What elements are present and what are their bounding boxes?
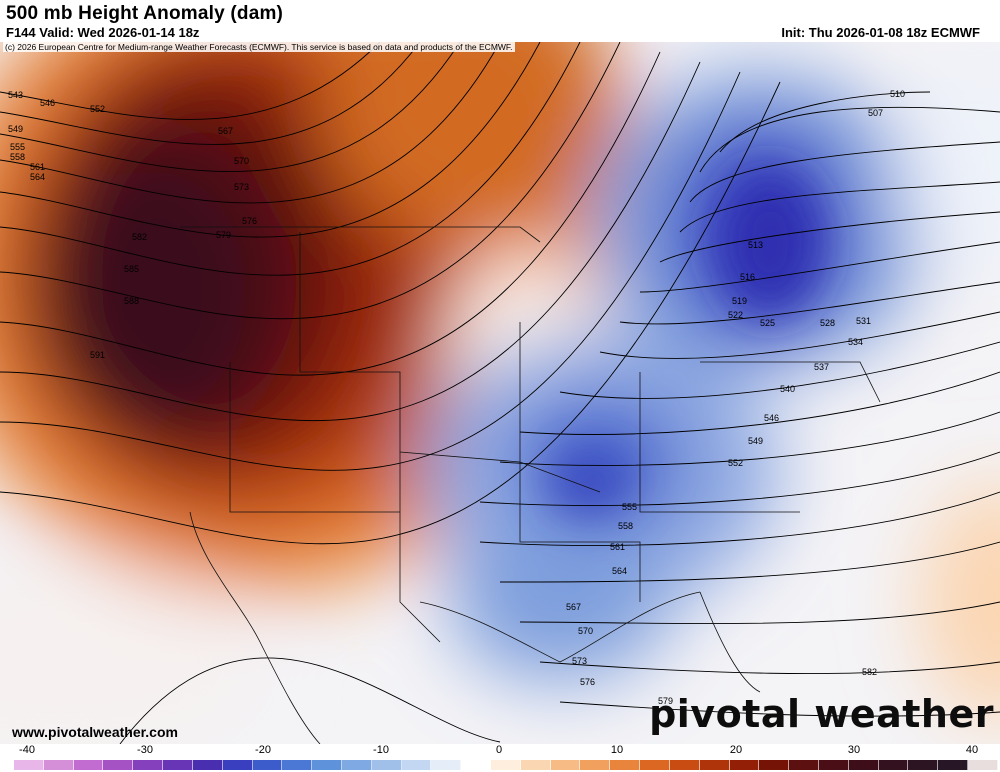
contour-label: 585 <box>124 264 139 274</box>
contour-label: 564 <box>612 566 627 576</box>
colorbar-swatch <box>759 760 790 770</box>
colorbar-swatch <box>14 760 44 770</box>
colorbar-swatch <box>968 760 998 770</box>
contour-label: 591 <box>90 350 105 360</box>
colorbar-swatch <box>848 760 879 770</box>
colorbar-strip <box>14 760 998 770</box>
colorbar-swatch <box>491 760 521 770</box>
colorbar-swatch <box>878 760 909 770</box>
colorbar-swatch <box>610 760 641 770</box>
colorbar-swatch <box>461 760 491 770</box>
map-header: 500 mb Height Anomaly (dam) F144 Valid: … <box>0 0 1000 42</box>
colorbar-tick: 10 <box>610 744 624 756</box>
colorbar-swatch <box>73 760 104 770</box>
contour-label: 549 <box>748 436 763 446</box>
contour-label: 531 <box>856 316 871 326</box>
contour-label: 564 <box>30 172 45 182</box>
colorbar-swatch <box>401 760 432 770</box>
contour-label: 555 <box>622 502 637 512</box>
colorbar-swatch <box>192 760 223 770</box>
contour-label: 519 <box>732 296 747 306</box>
contour-label: 573 <box>234 182 249 192</box>
valid-time: F144 Valid: Wed 2026-01-14 18z <box>6 25 200 40</box>
colorbar-swatch <box>133 760 164 770</box>
init-time: Init: Thu 2026-01-08 18z ECMWF <box>781 25 980 40</box>
colorbar: -40 -30 -20 -10 0 10 20 30 40 <box>0 744 1000 772</box>
map-title: 500 mb Height Anomaly (dam) <box>6 3 284 24</box>
height-contours <box>0 42 1000 744</box>
contour-label: 534 <box>848 337 863 347</box>
contour-label: 516 <box>740 272 755 282</box>
colorbar-swatch <box>252 760 283 770</box>
boundary-lines <box>180 226 881 744</box>
colorbar-swatch <box>938 760 968 770</box>
colorbar-swatch <box>222 760 253 770</box>
contour-label: 540 <box>780 384 795 394</box>
contour-label: 546 <box>40 98 55 108</box>
colorbar-swatch <box>640 760 670 770</box>
copyright-notice: (c) 2026 European Centre for Medium-rang… <box>3 42 515 52</box>
contour-label: 507 <box>868 108 883 118</box>
colorbar-swatch <box>371 760 402 770</box>
colorbar-swatch <box>163 760 193 770</box>
contour-label: 567 <box>218 126 233 136</box>
colorbar-swatch <box>729 760 760 770</box>
colorbar-swatch <box>312 760 342 770</box>
colorbar-tick: -20 <box>255 744 271 756</box>
colorbar-swatch <box>669 760 700 770</box>
colorbar-swatch <box>43 760 74 770</box>
contour-labels: 543 546 549 552 555 558 561 564 567 570 … <box>8 89 905 706</box>
anomaly-field: 543 546 549 552 555 558 561 564 567 570 … <box>0 42 1000 744</box>
contour-label: 579 <box>658 696 673 706</box>
contour-label: 576 <box>580 677 595 687</box>
colorbar-swatch <box>580 760 611 770</box>
contour-label: 525 <box>760 318 775 328</box>
colorbar-swatch <box>699 760 730 770</box>
contour-label: 510 <box>890 89 905 99</box>
contour-label: 561 <box>610 542 625 552</box>
contour-label: 522 <box>728 310 743 320</box>
contour-label: 552 <box>728 458 743 468</box>
pivotal-weather-logo: pivotal weather <box>649 692 994 736</box>
contour-label: 558 <box>10 152 25 162</box>
contour-label: 513 <box>748 240 763 250</box>
contour-label: 573 <box>572 656 587 666</box>
contour-label: 588 <box>124 296 139 306</box>
contour-label: 582 <box>132 232 147 242</box>
colorbar-swatch <box>431 760 462 770</box>
colorbar-swatch <box>908 760 939 770</box>
contour-label: 582 <box>862 667 877 677</box>
contour-label: 570 <box>234 156 249 166</box>
colorbar-tick: -10 <box>373 744 389 756</box>
colorbar-swatch <box>789 760 819 770</box>
colorbar-tick: 20 <box>729 744 743 756</box>
contour-label: 570 <box>578 626 593 636</box>
weather-map[interactable]: 543 546 549 552 555 558 561 564 567 570 … <box>0 42 1000 744</box>
colorbar-swatch <box>818 760 849 770</box>
colorbar-swatch <box>550 760 581 770</box>
colorbar-tick: 40 <box>965 744 979 756</box>
colorbar-tick: 0 <box>495 744 503 756</box>
contour-label: 561 <box>30 162 45 172</box>
contour-label: 537 <box>814 362 829 372</box>
contour-label: 558 <box>618 521 633 531</box>
colorbar-swatch <box>520 760 551 770</box>
contour-label: 528 <box>820 318 835 328</box>
colorbar-swatch <box>103 760 134 770</box>
colorbar-tick: 30 <box>847 744 861 756</box>
colorbar-swatch <box>341 760 372 770</box>
contour-label: 543 <box>8 90 23 100</box>
contour-label: 576 <box>242 216 257 226</box>
contour-label: 555 <box>10 142 25 152</box>
contour-label: 567 <box>566 602 581 612</box>
colorbar-tick: -40 <box>19 744 35 756</box>
colorbar-tick: -30 <box>137 744 153 756</box>
contour-label: 579 <box>216 230 231 240</box>
colorbar-swatch <box>282 760 313 770</box>
contour-label: 546 <box>764 413 779 423</box>
contour-label: 549 <box>8 124 23 134</box>
site-url-link[interactable]: www.pivotalweather.com <box>12 724 178 740</box>
contour-label: 552 <box>90 104 105 114</box>
